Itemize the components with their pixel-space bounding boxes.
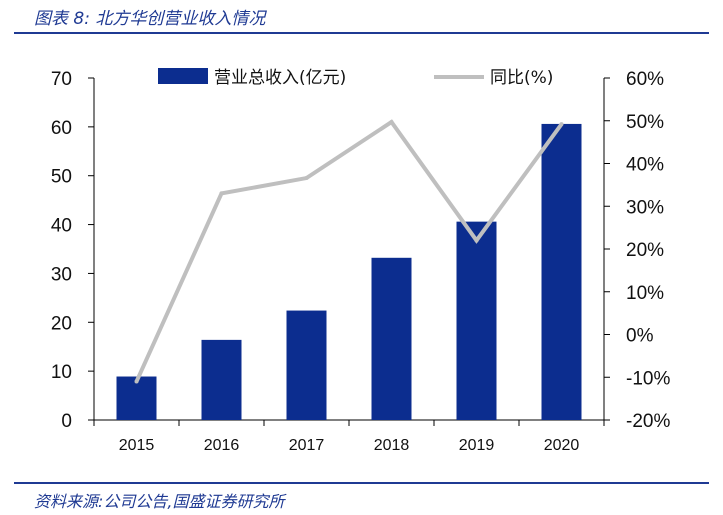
bar-2018 — [371, 257, 412, 420]
bar-series — [116, 123, 582, 420]
yoy-point-2015 — [134, 379, 139, 384]
left-tick-label: 40 — [51, 216, 72, 237]
revenue-chart: 0 10 20 30 40 50 60 70 -20% -10% 0% 10% 20% 30% 40% 50%… — [51, 68, 671, 454]
right-tick-label: 0% — [626, 326, 654, 347]
yoy-point-2019 — [474, 238, 479, 243]
left-tick-label: 30 — [51, 264, 72, 285]
chart-axes — [88, 77, 610, 426]
yoy-point-2016 — [219, 191, 224, 196]
yoy-point-2020 — [559, 122, 564, 127]
x-tick-label: 2017 — [289, 437, 325, 454]
legend-line-label: 同比(%) — [490, 68, 553, 88]
right-tick-label: 60% — [626, 69, 664, 90]
left-tick-label: 50 — [51, 167, 72, 188]
right-tick-label: 40% — [626, 155, 664, 176]
title-rule — [14, 32, 709, 34]
figure-title: 图表 8: 北方华创营业收入情况 — [34, 9, 266, 29]
bar-2020 — [541, 123, 582, 420]
left-tick-label: 0 — [61, 411, 72, 432]
right-tick-label: 10% — [626, 283, 664, 304]
yoy-growth-line — [134, 119, 564, 383]
bar-2019 — [456, 221, 497, 420]
left-tick-label: 20 — [51, 313, 72, 334]
yoy-point-2017 — [304, 176, 309, 181]
left-tick-label: 10 — [51, 362, 72, 383]
source-rule — [14, 482, 709, 484]
line-series — [134, 119, 564, 384]
x-tick-label: 2015 — [119, 437, 155, 454]
bar-2015 — [116, 376, 157, 420]
bar-2017 — [286, 310, 327, 420]
tick-labels: 0 10 20 30 40 50 60 70 -20% -10% 0% 10% 20% 30% 40% 50%… — [51, 69, 671, 454]
right-tick-label: 30% — [626, 197, 664, 218]
legend-bar-label: 营业总收入(亿元) — [214, 68, 346, 88]
legend: 营业总收入(亿元) 同比(%) — [158, 68, 553, 88]
left-tick-label: 60 — [51, 118, 72, 139]
yoy-point-2018 — [389, 120, 394, 125]
legend-bar-swatch — [158, 68, 208, 84]
x-tick-label: 2016 — [204, 437, 240, 454]
left-tick-label: 70 — [51, 69, 72, 90]
right-tick-label: 20% — [626, 240, 664, 261]
right-tick-label: -20% — [626, 411, 670, 432]
x-tick-label: 2018 — [374, 437, 410, 454]
bar-2016 — [201, 339, 242, 420]
x-tick-label: 2020 — [544, 437, 580, 454]
x-tick-label: 2019 — [459, 437, 495, 454]
right-tick-label: 50% — [626, 112, 664, 133]
source-note: 资料来源:公司公告,国盛证券研究所 — [34, 492, 285, 511]
right-tick-label: -10% — [626, 368, 670, 389]
